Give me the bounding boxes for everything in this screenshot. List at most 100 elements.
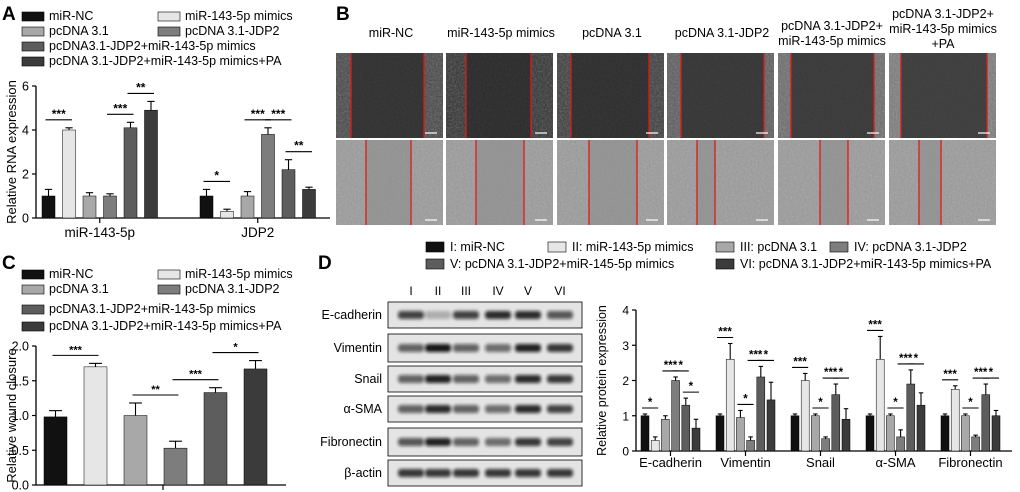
bar: [831, 394, 841, 452]
significance-label: ***: [69, 344, 83, 356]
bar: [886, 415, 895, 452]
bar: [41, 195, 56, 219]
panel-b-wound-images: miR-NC miR-143-5p mimics pcDNA 3.1 pcDNA 3.…: [336, 7, 997, 225]
bar: [103, 195, 117, 219]
significance-label: **: [151, 384, 160, 396]
blot-band: [398, 311, 424, 319]
panel-letter-d: D: [318, 253, 332, 274]
blot-band: [453, 469, 479, 477]
wound-gap: [571, 53, 649, 138]
bar: [650, 440, 660, 452]
blot-band: [398, 405, 424, 413]
bar: [681, 404, 691, 452]
bar: [203, 392, 228, 486]
y-tick-label: 1.0: [12, 409, 29, 423]
bar: [756, 376, 766, 452]
category-label: miR-143-5p: [64, 225, 135, 240]
significance-label: *: [989, 367, 994, 379]
panel-c-legend: miR-NC miR-143-5p mimics pcDNA 3.1 pcDNA 3.…: [21, 267, 293, 333]
significance-label: ***: [189, 369, 203, 381]
legend-label: miR-143-5p mimics: [185, 9, 293, 23]
blot-row-label: Vimentin: [334, 341, 382, 355]
lane-label: II: [435, 284, 442, 298]
bar: [123, 415, 148, 486]
blot-band: [425, 375, 451, 383]
legend-swatch: [21, 321, 45, 332]
panel-d-chart: 0 1 2 3 4 Relative protein expression E-cadher…: [595, 304, 1012, 470]
significance-label: ***: [251, 107, 265, 121]
legend-label: pcDNA 3.1: [49, 282, 109, 296]
blot-band: [515, 311, 541, 319]
y-tick-label: 1.5: [12, 374, 29, 388]
significance-label: ***: [974, 367, 988, 379]
wound-column-label: pcDNA 3.1-JDP2: [675, 26, 770, 40]
legend-swatch: [715, 241, 735, 253]
panel-a-legend: miR-NC miR-143-5p mimics pcDNA 3.1 pcDNA 3.…: [21, 9, 293, 68]
significance-label: ***: [793, 356, 807, 368]
significance-label: ***: [52, 107, 66, 121]
blot-band: [453, 405, 479, 413]
legend-swatch: [829, 241, 849, 253]
significance-label: ***: [718, 326, 732, 338]
significance-label: *: [968, 397, 973, 409]
bar: [661, 419, 670, 452]
blot-band: [547, 469, 573, 477]
bar: [240, 195, 255, 219]
lane-label: IV: [492, 284, 503, 298]
significance-label: ***: [749, 349, 763, 361]
bar: [671, 380, 680, 452]
legend-label: V: pcDNA 3.1-JDP2+miR-145-5p mimics: [450, 257, 674, 271]
significance-label: **: [136, 80, 146, 94]
panel-d-legend: I: miR-NC II: miR-143-5p mimics III: pcDNA…: [425, 240, 992, 271]
bar: [715, 415, 725, 452]
blot-band: [425, 469, 451, 477]
panel-letter-a: A: [2, 4, 16, 25]
legend-label: pcDNA 3.1-JDP2: [185, 282, 280, 296]
legend-label: miR-143-5p mimics: [185, 267, 293, 281]
legend-swatch: [425, 258, 445, 270]
blot-band: [485, 375, 511, 383]
bar: [302, 189, 316, 219]
legend-swatch: [157, 269, 181, 280]
bar: [123, 127, 138, 219]
bar: [82, 195, 97, 219]
blot-band: [398, 469, 424, 477]
wound-gap: [476, 140, 524, 225]
legend-label: pcDNA 3.1-JDP2: [185, 24, 280, 38]
bar: [875, 359, 885, 452]
legend-swatch: [21, 26, 45, 37]
bar: [243, 368, 268, 486]
significance-label: ***: [113, 101, 127, 115]
wound-column-label: pcDNA 3.1: [582, 26, 642, 40]
wound-column-label: miR-143-5p mimics: [778, 34, 886, 48]
blot-band: [398, 375, 424, 383]
blot-band: [547, 405, 573, 413]
legend-swatch: [157, 284, 181, 295]
blot-band: [398, 438, 424, 446]
bar: [821, 438, 830, 452]
legend-label: I: miR-NC: [450, 240, 505, 254]
y-tick-label: 0.0: [12, 479, 29, 492]
blot-band: [425, 405, 451, 413]
y-axis-label: Relative RNA expression: [4, 80, 19, 224]
wound-gap: [681, 53, 764, 138]
legend-swatch: [547, 241, 567, 253]
blot-row-label: β-actin: [344, 466, 382, 480]
bar: [163, 447, 188, 486]
bar: [725, 359, 735, 452]
blot-band: [453, 438, 479, 446]
wound-gap: [919, 140, 941, 225]
legend-label: IV: pcDNA 3.1-JDP2: [854, 240, 967, 254]
bar: [991, 415, 1001, 452]
legend-swatch: [425, 241, 445, 253]
bar: [766, 399, 776, 452]
category-label: Vimentin: [720, 455, 770, 470]
legend-label: pcDNA 3.1: [49, 24, 109, 38]
wound-gap: [366, 140, 411, 225]
y-tick-label: 2: [622, 374, 629, 388]
blot-band: [425, 438, 451, 446]
blot-row-label: Fibronectin: [320, 435, 382, 449]
significance-label: ***: [271, 107, 285, 121]
panel-d-western-blot: I II III IV V VIE-cadherinVimentinSnailα-SMAF…: [320, 284, 583, 487]
